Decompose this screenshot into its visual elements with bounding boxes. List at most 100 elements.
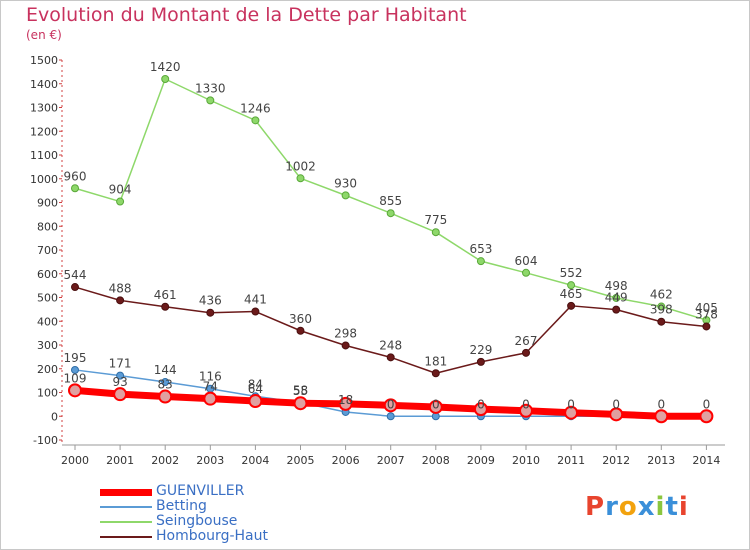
x-tick-label: 2006 bbox=[332, 454, 360, 467]
data-label: 181 bbox=[424, 354, 447, 368]
data-label: 462 bbox=[650, 288, 673, 302]
y-tick-label: 500 bbox=[37, 292, 58, 305]
data-point bbox=[386, 209, 395, 218]
data-point bbox=[657, 302, 666, 311]
data-point bbox=[248, 394, 263, 409]
data-label: 544 bbox=[64, 268, 87, 282]
data-point bbox=[702, 322, 711, 331]
data-point bbox=[476, 257, 485, 266]
logo-letter: r bbox=[605, 492, 619, 522]
x-tick-label: 2009 bbox=[467, 454, 495, 467]
y-tick-label: 0 bbox=[51, 410, 58, 423]
legend-label: Betting bbox=[156, 498, 207, 514]
data-point bbox=[428, 399, 443, 414]
data-label: 378 bbox=[695, 307, 718, 321]
x-tick-label: 2012 bbox=[602, 454, 630, 467]
data-label: 0 bbox=[387, 397, 395, 411]
data-point bbox=[341, 191, 350, 200]
data-label: 298 bbox=[334, 326, 357, 340]
x-tick-label: 2003 bbox=[196, 454, 224, 467]
data-point bbox=[161, 75, 170, 83]
x-tick-label: 2001 bbox=[106, 454, 134, 467]
data-label: 229 bbox=[469, 343, 492, 357]
data-label: 405 bbox=[695, 301, 718, 315]
data-label: 461 bbox=[154, 288, 177, 302]
data-label: 360 bbox=[289, 312, 312, 326]
data-point bbox=[338, 396, 353, 411]
data-point bbox=[473, 402, 488, 417]
data-point bbox=[206, 96, 215, 105]
data-point bbox=[116, 296, 125, 305]
y-tick-label: 1500 bbox=[30, 54, 58, 67]
y-tick-label: 1100 bbox=[30, 149, 58, 162]
data-point bbox=[386, 412, 395, 421]
logo-letter: i bbox=[655, 492, 666, 522]
data-label: 930 bbox=[334, 176, 357, 190]
x-tick-label: 2000 bbox=[61, 454, 89, 467]
data-point bbox=[383, 398, 398, 413]
data-point bbox=[203, 391, 218, 406]
data-label: 498 bbox=[605, 279, 628, 293]
x-tick-label: 2008 bbox=[422, 454, 450, 467]
y-tick-label: 1000 bbox=[30, 173, 58, 186]
x-tick-label: 2011 bbox=[557, 454, 585, 467]
y-tick-label: 800 bbox=[37, 220, 58, 233]
data-point bbox=[564, 405, 579, 420]
data-point bbox=[519, 403, 533, 418]
data-point bbox=[612, 293, 621, 302]
data-point bbox=[296, 326, 305, 335]
data-point bbox=[609, 407, 624, 422]
data-label: 1002 bbox=[285, 159, 316, 173]
data-point bbox=[431, 228, 440, 237]
data-point bbox=[522, 268, 530, 277]
y-tick-label: 1300 bbox=[30, 102, 58, 115]
data-label: 93 bbox=[112, 375, 127, 389]
data-point bbox=[699, 409, 714, 424]
data-point bbox=[71, 283, 79, 292]
data-point bbox=[116, 371, 125, 380]
legend-swatch bbox=[100, 536, 152, 538]
data-label: 775 bbox=[424, 213, 447, 227]
data-point bbox=[522, 348, 530, 357]
data-label: 398 bbox=[650, 303, 673, 317]
y-tick-label: 1200 bbox=[30, 125, 58, 138]
data-label: 248 bbox=[379, 338, 402, 352]
legend-label: Hombourg-Haut bbox=[156, 528, 268, 544]
data-label: 116 bbox=[199, 370, 222, 384]
data-label: 436 bbox=[199, 294, 222, 308]
data-point bbox=[68, 383, 82, 398]
x-tick-label: 2014 bbox=[692, 454, 720, 467]
data-label: 449 bbox=[605, 291, 628, 305]
data-label: 904 bbox=[109, 183, 132, 197]
x-tick-label: 2007 bbox=[377, 454, 405, 467]
data-label: 552 bbox=[560, 266, 583, 280]
logo-letter: o bbox=[618, 492, 638, 522]
logo-letter: x bbox=[637, 492, 656, 522]
y-tick-label: 300 bbox=[37, 339, 58, 352]
logo-letter: t bbox=[665, 492, 679, 522]
data-label: 0 bbox=[477, 397, 485, 411]
x-tick-label: 2002 bbox=[151, 454, 179, 467]
legend-swatch bbox=[100, 521, 152, 523]
data-point bbox=[431, 369, 440, 378]
logo-letter: P bbox=[585, 492, 606, 522]
data-label: 465 bbox=[560, 287, 583, 301]
data-label: 1420 bbox=[150, 60, 181, 74]
y-tick-label: 1400 bbox=[30, 78, 58, 91]
data-point bbox=[71, 365, 79, 374]
data-label: 1330 bbox=[195, 81, 226, 95]
x-tick-label: 2010 bbox=[512, 454, 540, 467]
data-point bbox=[341, 341, 350, 350]
data-label: 84 bbox=[248, 377, 263, 391]
data-label: 267 bbox=[515, 334, 538, 348]
data-point bbox=[158, 389, 173, 404]
data-point bbox=[293, 396, 308, 411]
y-tick-label: 700 bbox=[37, 244, 58, 257]
data-point bbox=[206, 308, 215, 317]
data-point bbox=[161, 302, 170, 311]
proxiti-logo: Proxiti bbox=[585, 492, 689, 522]
data-label: 109 bbox=[64, 371, 87, 385]
data-label: 653 bbox=[469, 242, 492, 256]
data-label: 0 bbox=[567, 397, 575, 411]
